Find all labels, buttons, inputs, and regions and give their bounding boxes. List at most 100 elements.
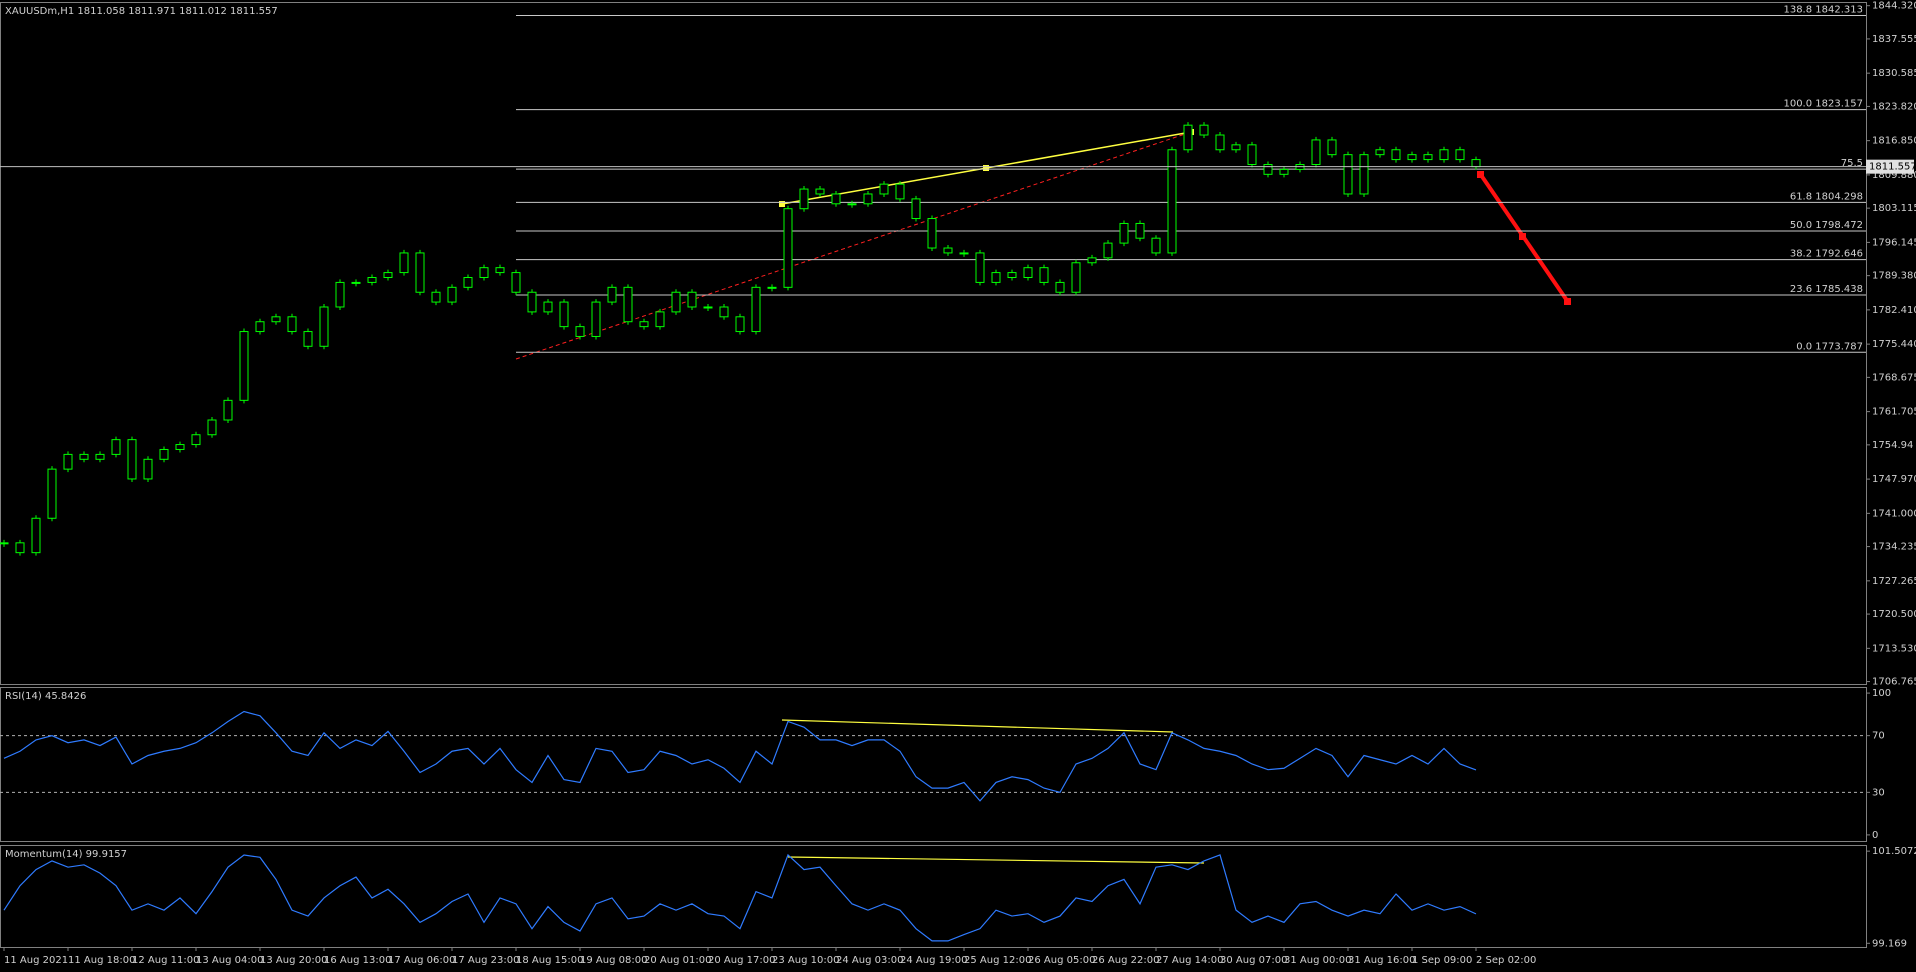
fibonacci-label: 23.6 1785.438 xyxy=(1790,284,1863,295)
y-tick-label: 1706.765 xyxy=(1872,677,1916,688)
candle-body xyxy=(911,198,921,220)
candle-body xyxy=(63,453,73,470)
candle-body xyxy=(1375,149,1385,156)
y-tick-label: 1727.265 xyxy=(1872,576,1916,587)
y-tick-label: 1816.850 xyxy=(1872,136,1916,147)
y-tick-label: 1809.880 xyxy=(1872,170,1916,181)
y-tick-label: 101.5072 xyxy=(1872,846,1916,857)
candle-body xyxy=(623,286,633,323)
fibonacci-label: 0.0 1773.787 xyxy=(1796,341,1863,352)
candle-body xyxy=(1327,139,1337,156)
y-tick-label: 70 xyxy=(1872,731,1885,742)
candle-body xyxy=(559,301,569,328)
fibonacci-label: 38.2 1792.646 xyxy=(1790,249,1863,260)
candle-body xyxy=(671,291,681,313)
candle-body xyxy=(223,399,233,421)
candle-body xyxy=(495,267,505,274)
fibonacci-label: 100.0 1823.157 xyxy=(1783,99,1863,110)
candle-body xyxy=(111,439,121,455)
y-tick-label: 1754.94 xyxy=(1872,440,1913,451)
candle-body xyxy=(703,306,713,309)
candle-body xyxy=(1247,144,1257,165)
candle-body xyxy=(831,193,841,205)
candle-body xyxy=(1279,168,1289,175)
anchor-point xyxy=(983,165,989,171)
candle-body xyxy=(1103,242,1113,259)
price-label-box xyxy=(1866,159,1914,174)
candle-body xyxy=(255,321,265,333)
y-tick-label: 0 xyxy=(1872,830,1878,841)
candle-body xyxy=(127,439,137,480)
x-tick-label: 30 Aug 07:00 xyxy=(1220,955,1287,966)
candle-body xyxy=(767,286,777,289)
y-tick-label: 1796.145 xyxy=(1872,237,1916,248)
y-tick-label: 1844.320 xyxy=(1872,1,1916,12)
x-tick-label: 26 Aug 05:00 xyxy=(1028,955,1095,966)
candle-body xyxy=(367,277,377,283)
candle-body xyxy=(1135,222,1145,239)
y-tick-label: 1720.500 xyxy=(1872,609,1916,620)
anchor-point xyxy=(779,201,785,207)
candle-body xyxy=(47,468,57,519)
candle-body xyxy=(95,453,105,460)
y-tick-label: 1761.705 xyxy=(1872,407,1916,418)
candle-body xyxy=(1055,281,1065,293)
x-tick-label: 20 Aug 01:00 xyxy=(644,955,711,966)
candle-body xyxy=(847,203,857,206)
y-tick-label: 1741.000 xyxy=(1872,508,1916,519)
candle-body xyxy=(1439,149,1449,161)
candle-body xyxy=(175,444,185,450)
candle-body xyxy=(879,183,889,195)
y-tick-label: 1747.970 xyxy=(1872,474,1916,485)
candle-body xyxy=(527,291,537,313)
candle-body xyxy=(1087,257,1097,264)
candle-body xyxy=(575,326,585,337)
candle-body xyxy=(751,286,761,333)
candle-body xyxy=(1455,149,1465,161)
x-tick-label: 13 Aug 04:00 xyxy=(196,955,263,966)
y-tick-label: 1803.115 xyxy=(1872,203,1916,214)
rsi-divergence-line xyxy=(781,719,1174,733)
candle-body xyxy=(31,517,41,554)
y-tick-label: 99.169 xyxy=(1872,938,1907,949)
candle-body xyxy=(1071,262,1081,293)
anchor-point xyxy=(1564,298,1571,305)
candle-body xyxy=(991,272,1001,283)
candle-body xyxy=(399,252,409,274)
candle-body xyxy=(1471,159,1481,168)
x-tick-label: 17 Aug 06:00 xyxy=(388,955,455,966)
candle-body xyxy=(591,301,601,337)
x-tick-label: 31 Aug 16:00 xyxy=(1348,955,1415,966)
y-tick-label: 1789.380 xyxy=(1872,271,1916,282)
panel-title: RSI(14) 45.8426 xyxy=(5,691,86,702)
candle-body xyxy=(639,321,649,328)
candle-body xyxy=(431,291,441,303)
candle-body xyxy=(0,542,9,545)
candle-body xyxy=(607,286,617,303)
x-tick-label: 2 Sep 02:00 xyxy=(1476,955,1536,966)
y-tick-label: 1830.585 xyxy=(1872,68,1916,79)
candle-body xyxy=(719,306,729,318)
x-tick-label: 13 Aug 20:00 xyxy=(260,955,327,966)
y-tick-label: 1837.555 xyxy=(1872,34,1916,45)
x-tick-label: 11 Aug 18:00 xyxy=(68,955,135,966)
candle-body xyxy=(239,331,249,401)
x-tick-label: 31 Aug 00:00 xyxy=(1284,955,1351,966)
x-tick-label: 18 Aug 15:00 xyxy=(516,955,583,966)
candle-body xyxy=(79,453,89,460)
candle-body xyxy=(207,419,217,436)
candle-body xyxy=(895,183,905,200)
candle-body xyxy=(191,434,201,446)
candle-body xyxy=(543,301,553,313)
candle-body xyxy=(1199,124,1209,136)
fibonacci-label: 75.5 xyxy=(1841,158,1863,169)
x-tick-label: 19 Aug 08:00 xyxy=(580,955,647,966)
candle-body xyxy=(1167,149,1177,254)
rsi-panel-frame xyxy=(0,687,1867,842)
candle-body xyxy=(479,267,489,279)
candle-body xyxy=(143,458,153,480)
y-tick-label: 1782.410 xyxy=(1872,305,1916,316)
candle-body xyxy=(927,218,937,249)
x-tick-label: 27 Aug 14:00 xyxy=(1156,955,1223,966)
